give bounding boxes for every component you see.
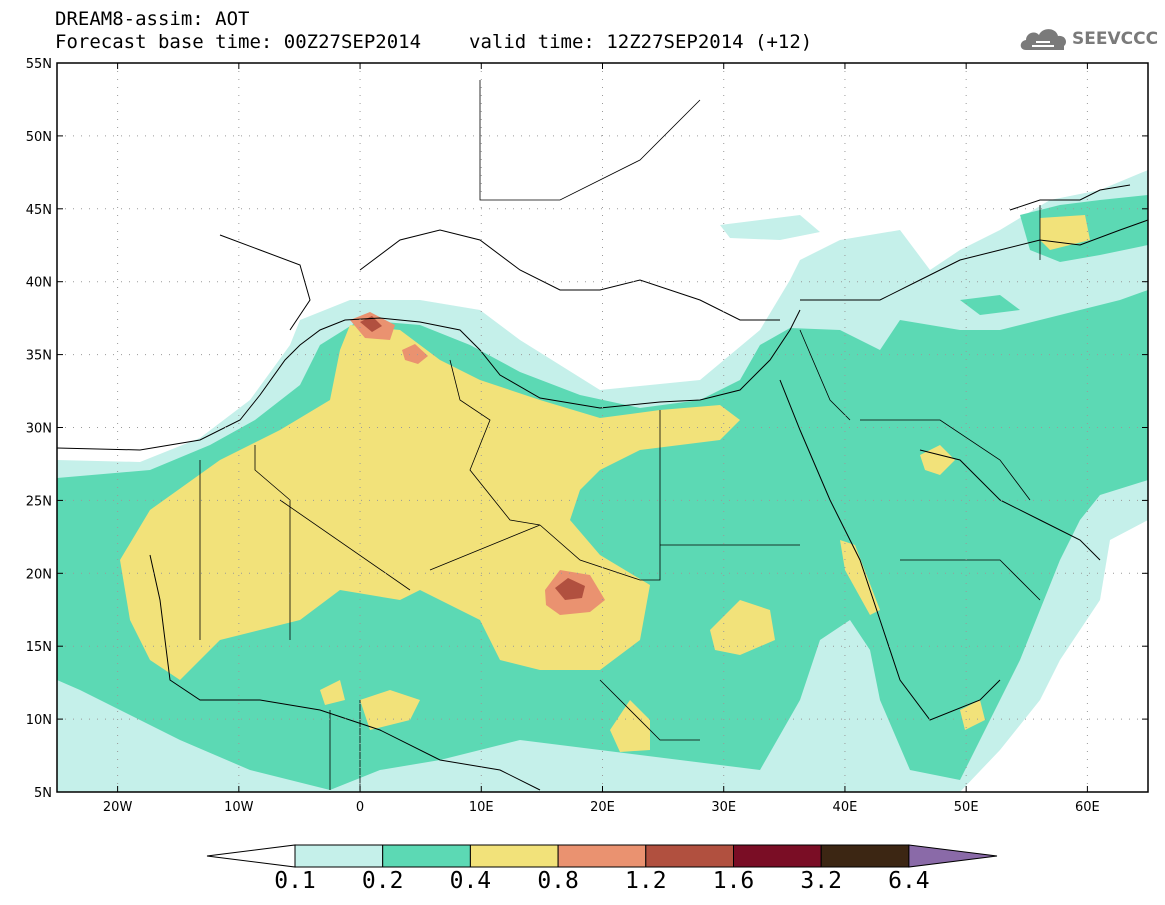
colorbar-swatch <box>733 844 822 868</box>
lat-label: 5N <box>34 786 52 801</box>
lon-label: 10E <box>469 800 494 815</box>
lat-label: 40N <box>26 276 52 291</box>
lat-label: 20N <box>26 567 52 582</box>
colorbar-level-label: 3.2 <box>800 868 842 894</box>
lat-label: 55N <box>26 57 52 72</box>
aot-band-0.4 <box>320 680 345 705</box>
colorbar-over-triangle <box>908 844 998 868</box>
lon-label: 10W <box>224 800 254 815</box>
lon-label: 30E <box>711 800 736 815</box>
colorbar-level-label: 0.8 <box>537 868 579 894</box>
colorbar-swatch <box>557 844 647 868</box>
colorbar-swatch <box>469 844 559 868</box>
lon-label: 50E <box>954 800 979 815</box>
colorbar-swatch <box>382 844 471 868</box>
time-info: Forecast base time: 00Z27SEP2014 valid ti… <box>55 31 812 53</box>
colorbar-swatch <box>645 844 734 868</box>
lat-label: 50N <box>26 130 52 145</box>
colorbar-level-label: 6.4 <box>888 868 930 894</box>
aot-band-0.4 <box>710 600 775 655</box>
aot-band-0.1 <box>720 215 820 240</box>
seevccc-logo: SEEVCCC <box>1018 24 1158 54</box>
lon-label: 60E <box>1075 800 1100 815</box>
aot-band-0.4 <box>840 540 880 615</box>
lat-label: 45N <box>26 203 52 218</box>
lat-label: 15N <box>26 640 52 655</box>
colorbar <box>206 844 998 868</box>
lon-label: 20E <box>590 800 615 815</box>
aot-band-1.2 <box>360 316 382 332</box>
lon-label: 40E <box>833 800 858 815</box>
lon-label: 20W <box>103 800 133 815</box>
cloud-icon <box>1020 29 1066 50</box>
aot-band-0.4 <box>610 700 650 752</box>
lat-label: 30N <box>26 422 52 437</box>
latitude-axis: 55N 50N 45N 40N 35N 30N 25N 20N 15N 10N 5N <box>26 57 1148 801</box>
aot-band-1.2 <box>555 578 585 600</box>
colorbar-level-label: 0.4 <box>449 868 492 894</box>
colorbar-level-label: 0.1 <box>274 868 316 894</box>
lat-label: 25N <box>26 494 52 509</box>
lat-label: 35N <box>26 349 52 364</box>
colorbar-level-label: 1.2 <box>625 868 667 894</box>
coastlines <box>57 184 1148 791</box>
borders <box>199 80 1041 790</box>
aot-field <box>57 63 1148 792</box>
map-title: DREAM8-assim: AOT <box>55 8 250 30</box>
lon-label: 0 <box>356 800 364 815</box>
aot-band-0.4 <box>960 700 985 730</box>
colorbar-swatch <box>294 844 384 868</box>
colorbar-level-label: 0.2 <box>361 868 404 894</box>
aot-band-0.4 <box>360 690 420 730</box>
logo-text: SEEVCCC <box>1072 29 1159 49</box>
colorbar-swatch <box>820 844 910 868</box>
colorbar-level-label: 1.6 <box>712 868 755 894</box>
longitude-axis: 20W 10W 0 10E 20E 30E 40E 50E 60E <box>103 63 1100 815</box>
colorbar-labels: 0.1 0.2 0.4 0.8 1.2 1.6 3.2 6.4 <box>0 868 1165 898</box>
aot-band-0.8 <box>402 344 428 364</box>
valid-time: valid time: 12Z27SEP2014 (+12) <box>469 31 813 53</box>
colorbar-under-triangle <box>206 844 296 868</box>
aot-band-0.2 <box>960 295 1020 315</box>
base-time: Forecast base time: 00Z27SEP2014 <box>55 31 422 53</box>
lat-label: 10N <box>26 713 52 728</box>
